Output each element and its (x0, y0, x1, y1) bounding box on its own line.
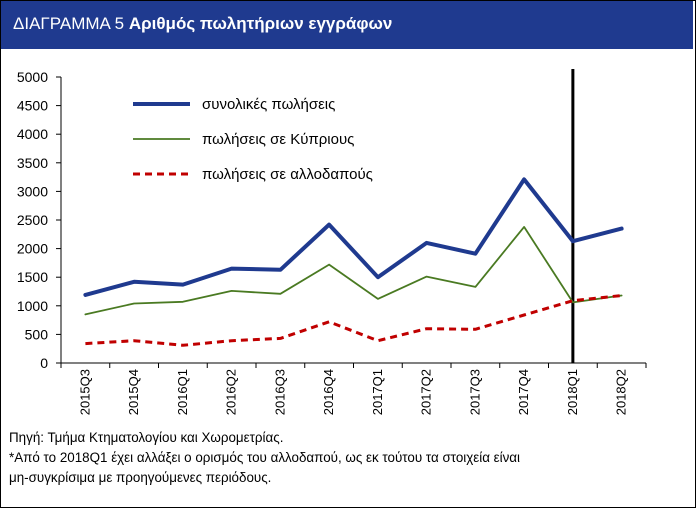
series-line-3 (85, 294, 622, 347)
footnote-line-2: μη-συγκρίσιμα με προηγούμενες περιόδους. (9, 470, 272, 485)
y-tick-label: 2500 (17, 212, 48, 228)
line-chart: 0 500 1000 1500 2000 2500 3000 3500 4000 4500 5000… (17, 69, 647, 415)
series-line-1 (83, 177, 624, 297)
legend-label-1: συνολικές πωλήσεις (202, 96, 335, 113)
y-tick-label: 3000 (17, 183, 48, 199)
x-tick-label: 2016Q2 (224, 369, 239, 415)
y-tick-label: 3500 (17, 155, 48, 171)
y-tick-label: 500 (25, 326, 49, 342)
x-tick-label: 2017Q4 (516, 369, 531, 415)
y-tick-label: 5000 (17, 69, 48, 85)
x-tick-label: 2016Q4 (321, 369, 336, 415)
x-tick-label: 2015Q3 (77, 369, 92, 415)
chart-title-main: Αριθμός πωλητήριων εγγράφων (128, 14, 393, 33)
x-tick-label: 2018Q2 (614, 369, 629, 415)
x-tick-label: 2017Q1 (370, 369, 385, 415)
y-tick-label: 1000 (17, 298, 48, 314)
x-tick-label: 2016Q3 (272, 369, 287, 415)
footnote-line-1: *Από το 2018Q1 έχει αλλάξει ο ορισμός το… (9, 450, 521, 465)
y-tick-label: 2000 (17, 241, 48, 257)
y-tick-label: 4500 (17, 98, 48, 114)
chart-title-prefix: ΔΙΑΓΡΑΜΜΑ 5 (13, 14, 125, 33)
y-tick-label: 1500 (17, 269, 48, 285)
legend-label-3: πωλήσεις σε αλλοδαπούς (202, 166, 373, 183)
y-tick-label: 4000 (17, 126, 48, 142)
x-tick-label: 2017Q3 (467, 369, 482, 415)
title-bar: ΔΙΑΓΡΑΜΜΑ 5 Αριθμός πωλητήριων εγγράφων (1, 1, 693, 49)
chart-title: ΔΙΑΓΡΑΜΜΑ 5 Αριθμός πωλητήριων εγγράφων (13, 14, 392, 34)
source-note: Πηγή: Τμήμα Κτηματολογίου και Χωρομετρία… (9, 430, 284, 445)
legend-label-2: πωλήσεις σε Κύπριους (202, 131, 354, 148)
x-tick-label: 2016Q1 (175, 369, 190, 415)
y-tick-label: 0 (40, 355, 48, 371)
x-tick-label: 2015Q4 (126, 369, 141, 415)
x-tick-label: 2017Q2 (419, 369, 434, 415)
series-line-2 (84, 225, 623, 316)
x-tick-label: 2018Q1 (565, 369, 580, 415)
notes: Πηγή: Τμήμα Κτηματολογίου και Χωρομετρία… (9, 428, 520, 488)
